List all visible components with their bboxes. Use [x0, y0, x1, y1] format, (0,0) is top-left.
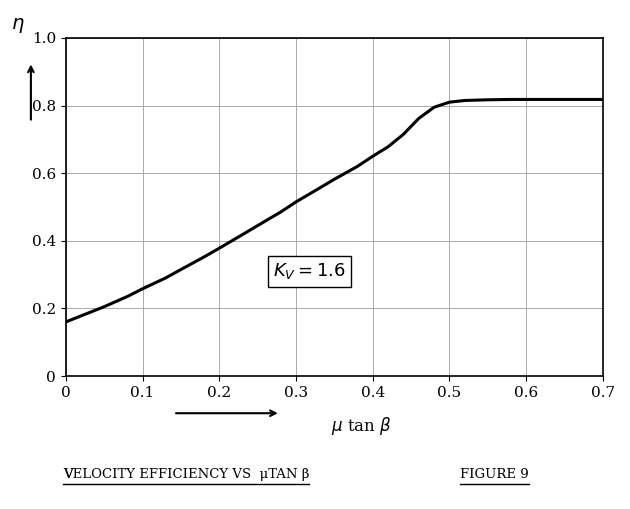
Text: $\mu$ tan $\beta$: $\mu$ tan $\beta$ [331, 415, 392, 437]
Text: FIGURE 9: FIGURE 9 [460, 468, 529, 481]
Text: $K_V=1.6$: $K_V=1.6$ [273, 261, 345, 281]
Text: V: V [63, 468, 72, 481]
Text: VELOCITY EFFICIENCY VS  μTAN β: VELOCITY EFFICIENCY VS μTAN β [63, 468, 309, 481]
Text: $\eta$: $\eta$ [11, 16, 25, 35]
